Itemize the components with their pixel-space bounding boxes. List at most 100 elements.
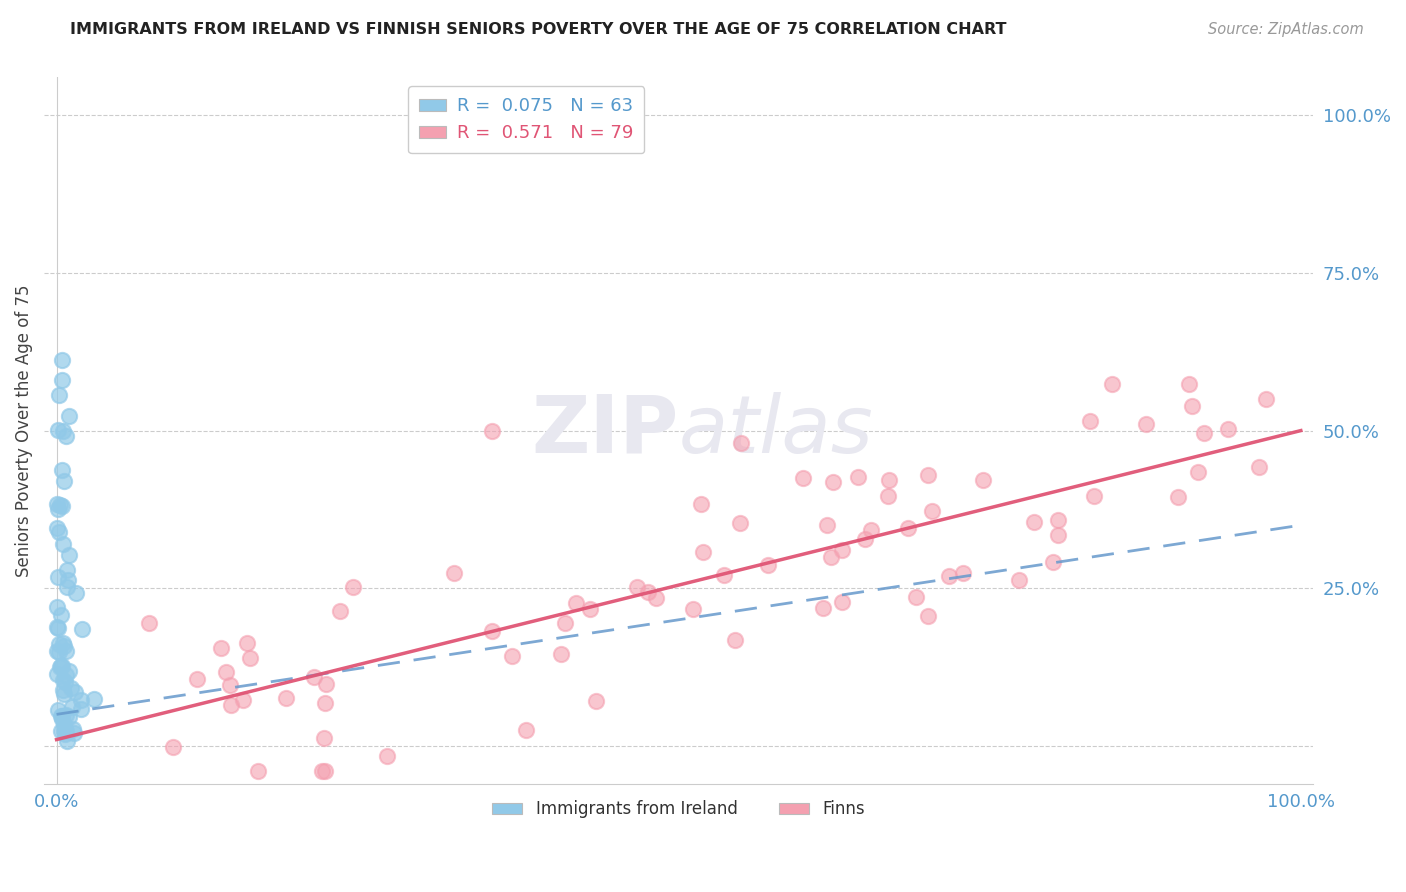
Point bbox=[515, 723, 537, 737]
Point bbox=[51, 709, 73, 723]
Point bbox=[55, 429, 77, 443]
Point bbox=[59, 681, 82, 695]
Point bbox=[311, 764, 333, 778]
Point bbox=[215, 665, 238, 679]
Point bbox=[51, 463, 73, 477]
Point bbox=[904, 590, 927, 604]
Point bbox=[209, 640, 232, 655]
Point bbox=[1167, 491, 1189, 505]
Point bbox=[246, 764, 269, 778]
Point bbox=[56, 580, 79, 594]
Point bbox=[51, 352, 73, 367]
Point bbox=[314, 764, 336, 778]
Point bbox=[65, 585, 87, 599]
Point bbox=[49, 659, 72, 673]
Point bbox=[69, 701, 91, 715]
Point bbox=[48, 524, 70, 539]
Point bbox=[1007, 573, 1029, 587]
Point bbox=[1177, 377, 1199, 392]
Point bbox=[813, 601, 835, 615]
Point bbox=[1247, 459, 1270, 474]
Point bbox=[49, 660, 72, 674]
Point bbox=[877, 473, 900, 487]
Text: ZIP: ZIP bbox=[531, 392, 679, 469]
Point bbox=[815, 518, 838, 533]
Point bbox=[53, 474, 76, 488]
Point bbox=[1135, 417, 1157, 432]
Point bbox=[46, 620, 69, 634]
Point bbox=[692, 545, 714, 559]
Point bbox=[138, 616, 160, 631]
Point bbox=[60, 700, 83, 714]
Point bbox=[831, 595, 853, 609]
Point bbox=[1181, 400, 1204, 414]
Point bbox=[46, 703, 69, 717]
Point bbox=[46, 666, 69, 681]
Point bbox=[63, 726, 86, 740]
Point bbox=[58, 548, 80, 562]
Point bbox=[315, 677, 337, 691]
Point bbox=[1254, 392, 1277, 406]
Point bbox=[853, 532, 876, 546]
Point bbox=[645, 591, 668, 605]
Point bbox=[48, 637, 70, 651]
Point bbox=[972, 473, 994, 487]
Point bbox=[859, 523, 882, 537]
Point bbox=[877, 489, 900, 503]
Point bbox=[1022, 515, 1045, 529]
Point bbox=[564, 596, 586, 610]
Point bbox=[1187, 465, 1209, 479]
Point bbox=[481, 624, 503, 638]
Point bbox=[897, 521, 920, 535]
Point bbox=[724, 633, 747, 648]
Point bbox=[52, 673, 75, 687]
Point bbox=[342, 580, 364, 594]
Point bbox=[952, 566, 974, 580]
Point bbox=[236, 636, 259, 650]
Point bbox=[51, 709, 73, 723]
Point bbox=[1101, 376, 1123, 391]
Point bbox=[730, 436, 752, 450]
Point bbox=[550, 648, 572, 662]
Text: Source: ZipAtlas.com: Source: ZipAtlas.com bbox=[1208, 22, 1364, 37]
Point bbox=[219, 678, 242, 692]
Point bbox=[46, 621, 69, 635]
Point bbox=[1216, 422, 1239, 436]
Point bbox=[302, 669, 325, 683]
Point bbox=[682, 602, 704, 616]
Point bbox=[1047, 527, 1070, 541]
Point bbox=[55, 707, 77, 722]
Point bbox=[83, 691, 105, 706]
Point bbox=[1078, 414, 1101, 428]
Point bbox=[730, 516, 752, 530]
Point bbox=[53, 639, 76, 653]
Point bbox=[62, 722, 84, 736]
Point bbox=[46, 643, 69, 657]
Point bbox=[55, 724, 77, 739]
Point bbox=[52, 537, 75, 551]
Point bbox=[239, 651, 262, 665]
Point bbox=[48, 502, 70, 516]
Point bbox=[501, 648, 523, 663]
Point bbox=[274, 690, 297, 705]
Point bbox=[53, 726, 76, 740]
Point bbox=[578, 601, 600, 615]
Point bbox=[792, 471, 814, 485]
Point bbox=[51, 500, 73, 514]
Point bbox=[690, 497, 713, 511]
Point bbox=[55, 668, 77, 682]
Point bbox=[70, 693, 93, 707]
Point bbox=[232, 692, 254, 706]
Point bbox=[375, 748, 398, 763]
Point bbox=[46, 497, 69, 511]
Point bbox=[46, 521, 69, 535]
Point bbox=[63, 685, 86, 699]
Point bbox=[58, 709, 80, 723]
Point bbox=[51, 723, 73, 738]
Point bbox=[823, 475, 845, 490]
Point bbox=[917, 467, 939, 482]
Point bbox=[52, 424, 75, 438]
Point bbox=[481, 424, 503, 438]
Point bbox=[53, 687, 76, 701]
Point bbox=[53, 723, 76, 738]
